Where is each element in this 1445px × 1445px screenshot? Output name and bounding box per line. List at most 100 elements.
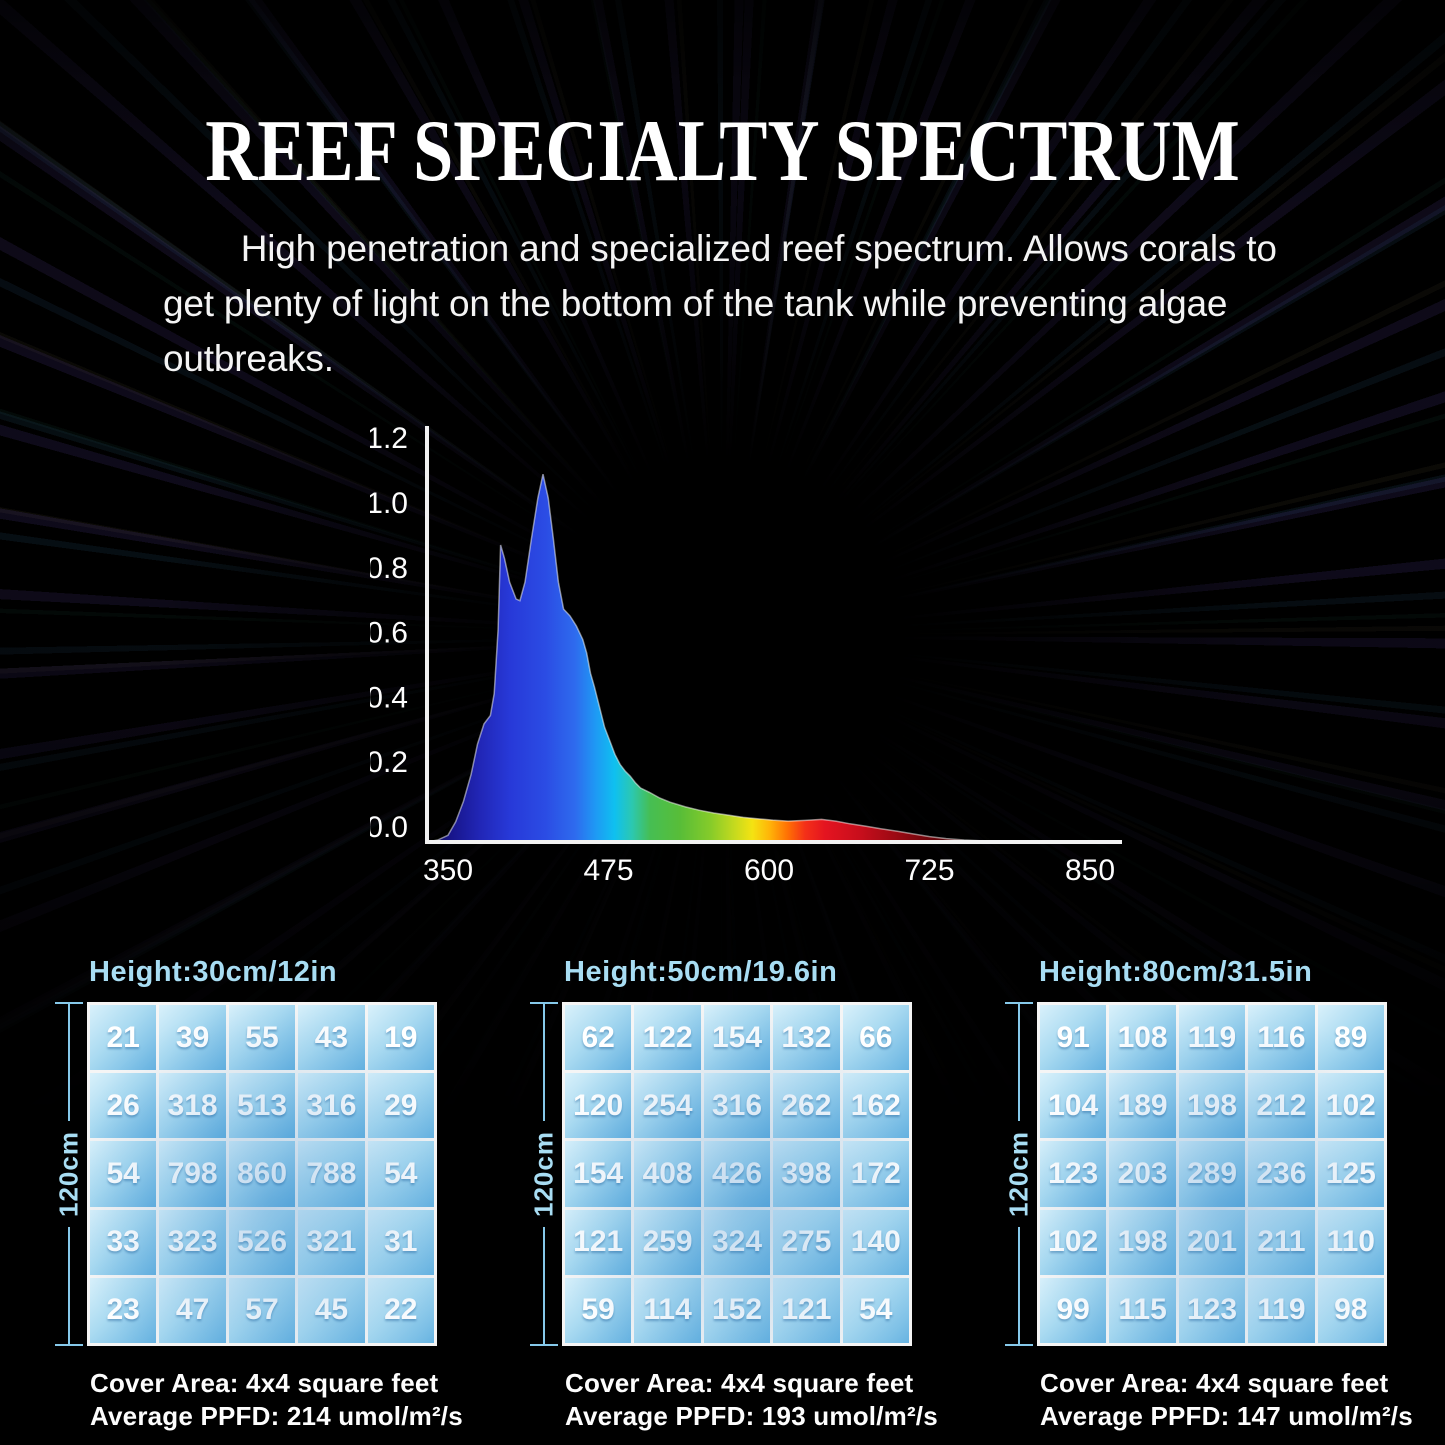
ppfd-cell: 98	[1317, 1277, 1384, 1343]
ppfd-cell: 47	[159, 1277, 226, 1343]
ppfd-cell: 104	[1040, 1073, 1107, 1139]
dimension-cap-top	[1005, 1002, 1033, 1004]
x-tick-label: 350	[423, 854, 473, 887]
ppfd-cell: 57	[228, 1277, 296, 1343]
cover-area-label: Cover Area: 4x4 square feet	[90, 1368, 439, 1398]
ppfd-cell: 55	[228, 1005, 296, 1071]
x-tick-label: 850	[1065, 854, 1115, 887]
ppfd-cell: 119	[1178, 1005, 1246, 1071]
cover-area-label: Cover Area: 4x4 square feet	[565, 1368, 914, 1398]
y-tick-label: 1.2	[370, 422, 408, 455]
ppfd-cell: 39	[159, 1005, 226, 1071]
ppfd-cell: 59	[565, 1277, 632, 1343]
ppfd-cell: 154	[703, 1005, 771, 1071]
ppfd-cell: 860	[228, 1141, 296, 1207]
ppfd-cell: 114	[634, 1277, 701, 1343]
ppfd-grid: 91 108 119 116 89 104 189 198 212 102 123 203 289 236…	[1037, 1002, 1387, 1346]
y-tick-label: 0.0	[370, 811, 408, 844]
height-label: Height:80cm/31.5in	[1039, 956, 1313, 988]
ppfd-cell: 115	[1109, 1277, 1176, 1343]
y-tick-label: 0.4	[370, 681, 408, 714]
ppfd-cell: 236	[1248, 1141, 1315, 1207]
ppfd-cell: 254	[634, 1073, 701, 1139]
average-ppfd-label: Average PPFD: 193 umol/m²/s	[565, 1401, 938, 1431]
ppfd-cell: 120	[565, 1073, 632, 1139]
ppfd-cell: 198	[1109, 1209, 1176, 1275]
height-label: Height:50cm/19.6in	[564, 956, 838, 988]
ppfd-cell: 152	[703, 1277, 771, 1343]
ppfd-cell: 108	[1109, 1005, 1176, 1071]
ppfd-cell: 262	[773, 1073, 840, 1139]
ppfd-cell: 316	[703, 1073, 771, 1139]
y-tick-label: 0.2	[370, 746, 408, 779]
ppfd-cell: 22	[367, 1277, 434, 1343]
ppfd-cell: 526	[228, 1209, 296, 1275]
dimension-line: 120cm	[1001, 1002, 1037, 1346]
ppfd-cell: 99	[1040, 1277, 1107, 1343]
ppfd-cell: 212	[1248, 1073, 1315, 1139]
ppfd-cell: 201	[1178, 1209, 1246, 1275]
ppfd-cell: 21	[90, 1005, 157, 1071]
chart-axes	[425, 426, 1122, 844]
ppfd-cell: 259	[634, 1209, 701, 1275]
page-description: High penetration and specialized reef sp…	[163, 228, 1277, 379]
x-tick-label: 725	[904, 854, 954, 887]
ppfd-panel-80cm: Height:80cm/31.5in 120cm 91 108 119 116 89 10…	[1001, 955, 1413, 1445]
ppfd-cell: 798	[159, 1141, 226, 1207]
ppfd-cell: 122	[634, 1005, 701, 1071]
ppfd-cell: 121	[565, 1209, 632, 1275]
ppfd-cell: 66	[842, 1005, 909, 1071]
x-tick-label: 475	[583, 854, 633, 887]
ppfd-panel-30cm: Height:30cm/12in 120cm 21 39 55 43 19 26 318 51…	[51, 955, 463, 1445]
ppfd-cell: 289	[1178, 1141, 1246, 1207]
dimension-cap-bottom	[1005, 1344, 1033, 1346]
ppfd-grid: 21 39 55 43 19 26 318 513 316 29 54 798 860 788 54 33 32…	[87, 1002, 437, 1346]
ppfd-cell: 324	[703, 1209, 771, 1275]
ppfd-cell: 513	[228, 1073, 296, 1139]
spectrum-curve	[427, 473, 1075, 843]
ppfd-cell: 275	[773, 1209, 840, 1275]
dimension-label: 120cm	[1001, 1121, 1037, 1227]
ppfd-cell: 33	[90, 1209, 157, 1275]
ppfd-grid: 62 122 154 132 66 120 254 316 262 162 154 408 426 398…	[562, 1002, 912, 1346]
ppfd-cell: 123	[1040, 1141, 1107, 1207]
ppfd-cell: 45	[298, 1277, 365, 1343]
dimension-cap-bottom	[530, 1344, 558, 1346]
ppfd-cell: 54	[842, 1277, 909, 1343]
ppfd-cell: 398	[773, 1141, 840, 1207]
ppfd-cell: 54	[367, 1141, 434, 1207]
y-axis-tick-labels: 0.0 0.2 0.4 0.6 0.8 1.0 1.2	[370, 422, 408, 844]
ppfd-cell: 116	[1248, 1005, 1315, 1071]
height-label: Height:30cm/12in	[89, 956, 338, 988]
ppfd-cell: 189	[1109, 1073, 1176, 1139]
y-tick-label: 0.6	[370, 617, 408, 650]
ppfd-cell: 119	[1248, 1277, 1315, 1343]
ppfd-cell: 19	[367, 1005, 434, 1071]
y-tick-label: 1.0	[370, 487, 408, 520]
x-tick-label: 600	[744, 854, 794, 887]
ppfd-cell: 408	[634, 1141, 701, 1207]
ppfd-cell: 26	[90, 1073, 157, 1139]
ppfd-cell: 125	[1317, 1141, 1384, 1207]
ppfd-cell: 89	[1317, 1005, 1384, 1071]
ppfd-cell: 29	[367, 1073, 434, 1139]
ppfd-cell: 323	[159, 1209, 226, 1275]
ppfd-cell: 211	[1248, 1209, 1315, 1275]
ppfd-cell: 54	[90, 1141, 157, 1207]
page-title: REEF SPECIALTY SPECTRUM	[205, 103, 1240, 200]
ppfd-cell: 123	[1178, 1277, 1246, 1343]
dimension-cap-top	[530, 1002, 558, 1004]
average-ppfd-label: Average PPFD: 147 umol/m²/s	[1040, 1401, 1413, 1431]
ppfd-cell: 62	[565, 1005, 632, 1071]
ppfd-cell: 154	[565, 1141, 632, 1207]
ppfd-cell: 31	[367, 1209, 434, 1275]
ppfd-cell: 140	[842, 1209, 909, 1275]
dimension-line: 120cm	[51, 1002, 87, 1346]
dimension-cap-top	[55, 1002, 83, 1004]
ppfd-cell: 321	[298, 1209, 365, 1275]
ppfd-cell: 91	[1040, 1005, 1107, 1071]
ppfd-cell: 43	[298, 1005, 365, 1071]
ppfd-cell: 316	[298, 1073, 365, 1139]
dimension-line: 120cm	[526, 1002, 562, 1346]
dimension-cap-bottom	[55, 1344, 83, 1346]
